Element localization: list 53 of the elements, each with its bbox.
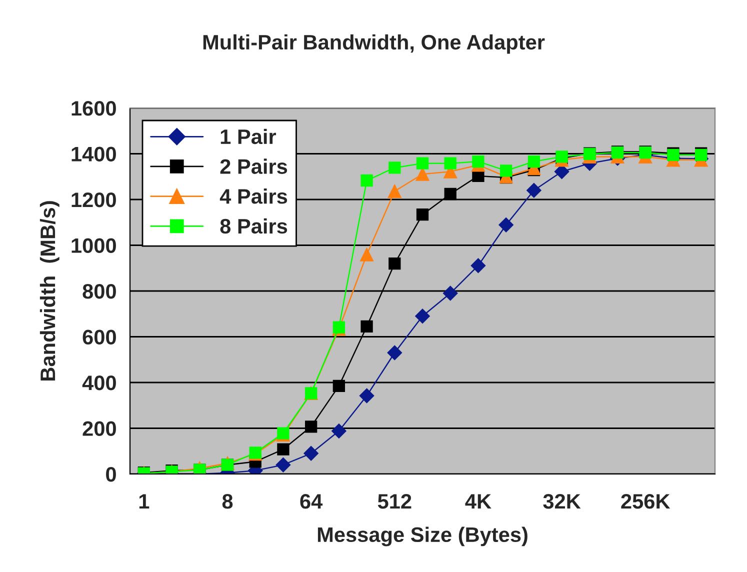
point <box>415 308 430 324</box>
point <box>444 157 456 170</box>
x-tick-label: 8 <box>222 494 233 509</box>
y-tick-label: 400 <box>82 376 116 390</box>
point <box>388 257 401 270</box>
point <box>332 380 346 392</box>
y-tick-label: 1000 <box>72 238 116 254</box>
point <box>304 446 318 461</box>
x-tick-label: 4K <box>465 494 492 509</box>
point <box>359 388 374 404</box>
y-tick-label: 1400 <box>72 146 116 162</box>
point <box>277 443 290 456</box>
point <box>388 184 402 198</box>
point <box>416 167 430 181</box>
y-axis-title: Bandwidth (MB/s) <box>40 201 60 380</box>
legend-label: 8 Pairs <box>220 218 288 234</box>
point <box>500 164 512 177</box>
point <box>528 155 540 168</box>
point <box>388 162 401 174</box>
point <box>360 320 373 333</box>
point <box>442 286 458 301</box>
point <box>276 457 291 472</box>
x-tick-label: 64 <box>300 494 323 509</box>
point <box>387 345 402 360</box>
y-tick-label: 800 <box>82 284 116 299</box>
x-tick-label: 512 <box>378 494 412 509</box>
point <box>526 182 542 198</box>
chart-title: Multi-Pair Bandwidth, One Adapter <box>203 34 545 54</box>
point <box>472 170 484 182</box>
y-tick-label: 1600 <box>72 101 116 116</box>
point <box>332 321 346 334</box>
legend-label: 4 Pairs <box>220 188 288 204</box>
x-axis-title: Message Size (Bytes) <box>318 526 528 546</box>
point <box>416 208 429 221</box>
y-tick-label: 600 <box>82 330 116 345</box>
point <box>332 424 346 438</box>
y-tick-label: 1200 <box>72 192 116 208</box>
point <box>470 258 486 274</box>
legend-label: 2 Pairs <box>220 158 288 174</box>
legend-label: 1 Pair <box>220 128 276 144</box>
x-tick-label: 256K <box>621 494 670 509</box>
point <box>360 248 374 262</box>
point <box>444 188 456 200</box>
y-tick-label: 0 <box>106 467 116 482</box>
x-tick-label: 32K <box>543 494 581 509</box>
point <box>498 217 514 232</box>
point <box>472 155 484 168</box>
point <box>277 427 290 440</box>
y-tick-label: 200 <box>82 421 116 436</box>
point <box>416 157 429 170</box>
point <box>360 174 373 187</box>
x-tick-label: 1 <box>139 494 150 509</box>
point <box>304 420 318 433</box>
